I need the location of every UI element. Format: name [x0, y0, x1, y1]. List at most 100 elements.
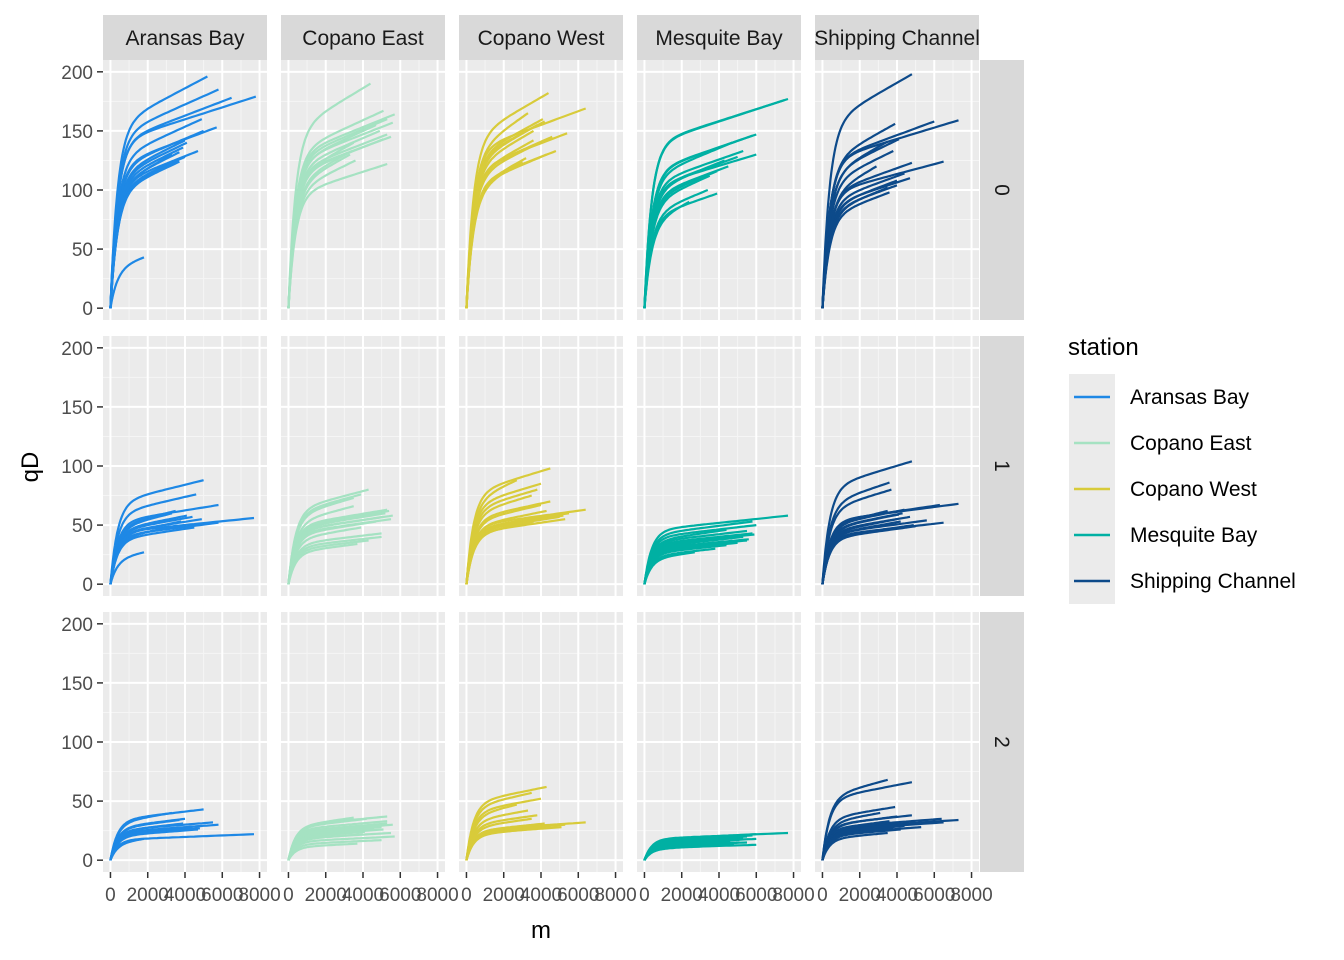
x-tick-label: 2000: [305, 885, 347, 906]
series-line: [465, 827, 540, 861]
strip-background: [459, 15, 623, 60]
x-tick-label: 8000: [772, 885, 814, 906]
strip-label: Shipping Channel: [814, 27, 980, 50]
strip-label: Copano West: [478, 27, 605, 50]
strip-background: [980, 60, 1024, 320]
y-tick-label: 200: [61, 339, 93, 360]
x-tick-label: 8000: [416, 885, 458, 906]
y-tick-label: 150: [61, 674, 93, 695]
facet-strip-right: 2: [980, 612, 1024, 872]
series-aransas-bay-q1: [109, 479, 255, 585]
y-tick-label: 50: [72, 240, 93, 261]
series-copano-east-q1: [287, 488, 393, 585]
strip-background: [637, 15, 801, 60]
x-tick-label: 0: [817, 885, 828, 906]
legend-label: Copano East: [1130, 432, 1252, 455]
legend-entry: Shipping Channel: [1069, 558, 1296, 604]
y-tick-label: 0: [82, 851, 93, 872]
legend-label: Copano West: [1130, 478, 1257, 501]
series-aransas-bay-q2: [109, 808, 255, 861]
series-line: [287, 162, 388, 309]
x-tick-label: 8000: [238, 885, 280, 906]
x-tick-label: 0: [461, 885, 472, 906]
strip-label: 1: [990, 460, 1013, 472]
series-mesquite-bay-q1: [643, 514, 789, 585]
y-tick-label: 50: [72, 516, 93, 537]
y-tick-label: 200: [61, 615, 93, 636]
facet-strip-top: Copano West: [459, 15, 623, 60]
strip-background: [815, 15, 979, 60]
x-axis-title: m: [531, 917, 551, 944]
y-tick-label: 50: [72, 792, 93, 813]
x-tick-label: 6000: [201, 885, 243, 906]
legend-entry: Copano East: [1069, 420, 1252, 466]
series-line: [643, 844, 712, 861]
series-copano-west-q0: [465, 92, 587, 309]
series-line: [465, 160, 523, 309]
x-tick-label: 4000: [698, 885, 740, 906]
x-tick-label: 4000: [876, 885, 918, 906]
series-mesquite-bay-q2: [643, 831, 789, 861]
y-tick-label: 100: [61, 733, 93, 754]
y-tick-label: 150: [61, 398, 93, 419]
x-tick-label: 6000: [913, 885, 955, 906]
y-tick-label: 200: [61, 63, 93, 84]
series-aransas-bay-q0: [109, 75, 257, 309]
x-tick-label: 2000: [661, 885, 703, 906]
facet-strip-top: Mesquite Bay: [637, 15, 801, 60]
x-tick-label: 0: [283, 885, 294, 906]
facet-strip-right: 0: [980, 60, 1024, 320]
x-tick-label: 0: [639, 885, 650, 906]
strip-label: Copano East: [302, 27, 424, 50]
series-line: [109, 551, 145, 585]
facet-strip-top: Copano East: [281, 15, 445, 60]
y-tick-label: 100: [61, 457, 93, 478]
x-tick-label: 4000: [342, 885, 384, 906]
series-line: [109, 526, 195, 585]
strip-background: [103, 15, 267, 60]
legend-label: Mesquite Bay: [1130, 524, 1258, 547]
x-tick-label: 0: [105, 885, 116, 906]
series-shipping-channel-q1: [821, 460, 959, 585]
strip-label: 2: [990, 736, 1013, 748]
series-line: [109, 160, 180, 309]
y-axis-title: qD: [17, 452, 44, 483]
series-mesquite-bay-q0: [643, 97, 789, 309]
series-line: [821, 191, 890, 309]
legend-title: station: [1068, 334, 1139, 361]
series-shipping-channel-q2: [821, 778, 959, 861]
strips-layer: Aransas Bay Copano East Copano West Mesquit…: [103, 15, 1024, 872]
y-tick-label: 150: [61, 122, 93, 143]
strip-background: [281, 15, 445, 60]
facet-strip-top: Aransas Bay: [103, 15, 267, 60]
x-tick-label: 4000: [164, 885, 206, 906]
x-tick-label: 8000: [594, 885, 636, 906]
panel: [103, 336, 267, 596]
x-tick-label: 6000: [735, 885, 777, 906]
series-copano-west-q1: [465, 467, 586, 585]
series-line: [821, 831, 888, 861]
series-line: [465, 520, 534, 585]
legend: station Aransas Bay Copano East Copano Wes…: [1068, 334, 1296, 604]
x-tick-label: 2000: [839, 885, 881, 906]
y-tick-label: 100: [61, 181, 93, 202]
panel: [637, 612, 801, 872]
x-tick-label: 6000: [557, 885, 599, 906]
series-copano-east-q2: [287, 815, 395, 861]
x-tick-label: 4000: [520, 885, 562, 906]
x-tick-label: 2000: [483, 885, 525, 906]
series-line: [287, 542, 358, 585]
series-shipping-channel-q0: [821, 73, 959, 309]
strip-label: Aransas Bay: [125, 27, 245, 50]
series-line: [109, 837, 145, 861]
panel: [815, 60, 979, 320]
strip-label: Mesquite Bay: [655, 27, 783, 50]
x-tick-label: 2000: [127, 885, 169, 906]
x-tick-label: 8000: [950, 885, 992, 906]
y-tick-label: 0: [82, 299, 93, 320]
panels-layer: [103, 60, 979, 872]
legend-entry: Aransas Bay: [1069, 374, 1250, 420]
facet-strip-right: 1: [980, 336, 1024, 596]
